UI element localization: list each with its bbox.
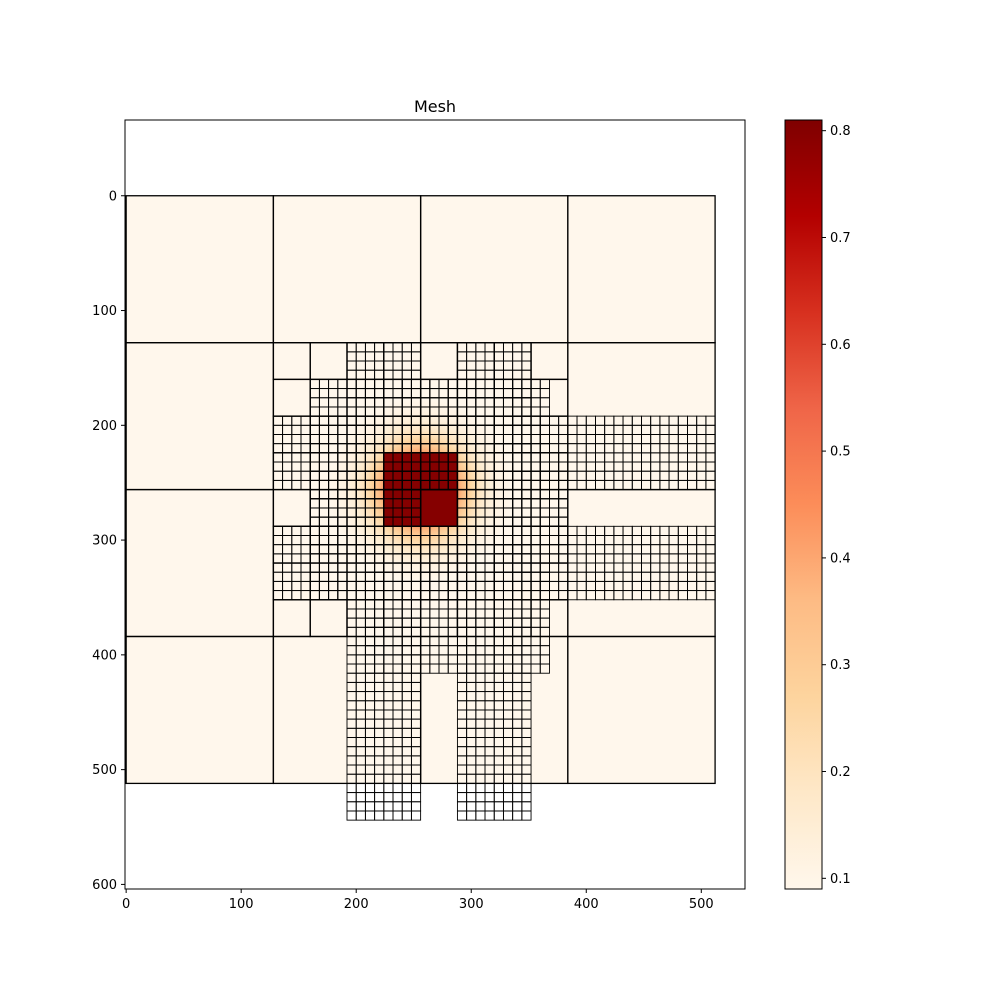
colorbar-tick-label: 0.1 [830, 872, 851, 887]
y-tick-label: 100 [92, 304, 117, 319]
y-tick-label: 0 [109, 189, 117, 204]
colorbar-tick-label: 0.2 [830, 765, 851, 780]
y-tick-label: 300 [92, 534, 117, 549]
colorbar-tick-label: 0.5 [830, 445, 851, 460]
mesh-cell-plateau [419, 488, 459, 527]
x-tick-label: 500 [689, 897, 714, 912]
colorbar-tick-label: 0.7 [830, 231, 851, 246]
x-tick-label: 400 [574, 897, 599, 912]
y-tick-label: 500 [92, 763, 117, 778]
colorbar-ticks: 0.1 0.2 0.3 0.4 0.5 0.6 0.7 0.8 [822, 124, 851, 887]
y-tick-label: 400 [92, 648, 117, 663]
chart-title: Mesh [414, 97, 456, 116]
mesh-cell-fine [705, 479, 716, 491]
colorbar-tick-label: 0.3 [830, 658, 851, 673]
colorbar-tick-label: 0.6 [830, 338, 851, 353]
mesh-cell-fine [521, 810, 532, 821]
colorbar-bar [785, 120, 822, 889]
x-tick-label: 200 [344, 897, 369, 912]
mesh-cell-fine [410, 810, 422, 821]
y-tick-label: 200 [92, 419, 117, 434]
x-tick-label: 300 [459, 897, 484, 912]
mesh-layer [125, 195, 716, 821]
mesh-cell-fine [521, 590, 532, 601]
colorbar-tick-label: 0.4 [830, 551, 851, 566]
x-tick-label: 100 [229, 897, 254, 912]
y-tick-label: 600 [92, 878, 117, 893]
y-axis: 0 100 200 300 400 500 600 [92, 189, 125, 893]
plot-frame [124, 119, 746, 890]
mesh-cell-coarse [567, 635, 716, 785]
x-axis: 0 100 200 300 400 500 [122, 889, 714, 912]
mesh-cell-fine [705, 590, 716, 601]
x-tick-label: 0 [122, 897, 130, 912]
colorbar-frame [784, 119, 823, 890]
plateau-cell-3 [420, 489, 458, 527]
colorbar-tick-label: 0.8 [830, 124, 851, 139]
colorbar: 0.1 0.2 0.3 0.4 0.5 0.6 0.7 0.8 [784, 119, 851, 890]
mesh-cell-fine [539, 663, 550, 674]
mesh-lines [125, 195, 716, 821]
